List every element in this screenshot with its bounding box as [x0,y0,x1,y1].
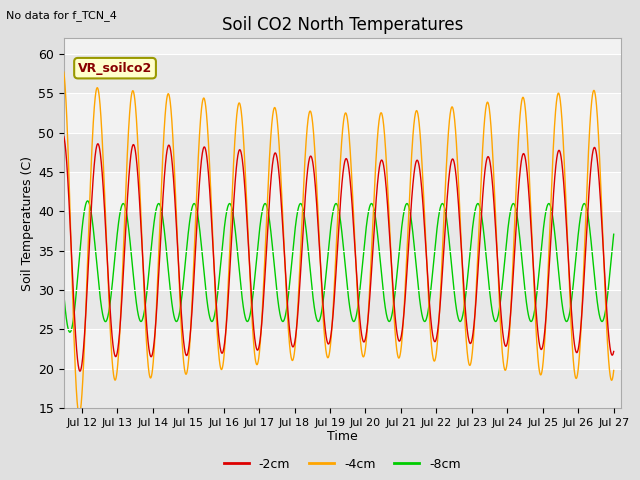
Bar [64,54,621,94]
Text: No data for f_TCN_4: No data for f_TCN_4 [6,10,117,21]
Bar [64,211,621,251]
Title: Soil CO2 North Temperatures: Soil CO2 North Temperatures [221,16,463,34]
X-axis label: Time: Time [327,431,358,444]
Y-axis label: Soil Temperatures (C): Soil Temperatures (C) [21,156,34,291]
Legend: -2cm, -4cm, -8cm: -2cm, -4cm, -8cm [219,453,466,476]
Text: VR_soilco2: VR_soilco2 [78,61,152,75]
Bar [64,133,621,172]
Bar [64,290,621,329]
Bar [64,369,621,408]
